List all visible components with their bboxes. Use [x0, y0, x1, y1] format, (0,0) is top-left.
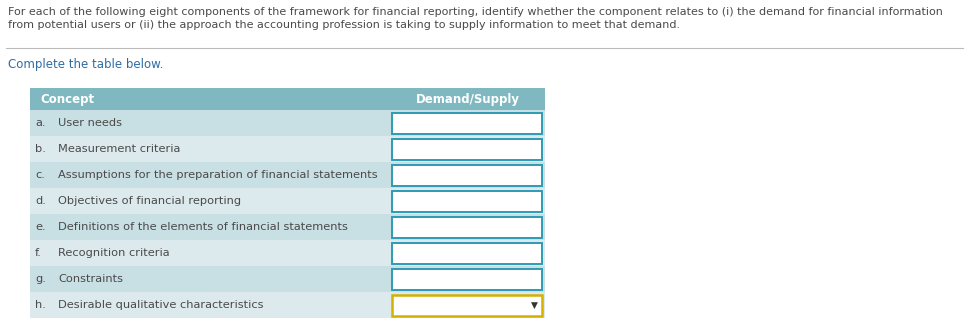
Text: a.: a. — [35, 118, 46, 128]
Text: g.: g. — [35, 274, 46, 284]
Bar — [392, 216, 543, 238]
Text: b.: b. — [35, 144, 46, 154]
Text: c.: c. — [35, 170, 45, 180]
Bar — [392, 113, 543, 133]
Text: Recognition criteria: Recognition criteria — [58, 248, 170, 258]
Text: h.: h. — [35, 300, 46, 310]
Bar — [392, 295, 543, 315]
Bar — [30, 110, 545, 136]
Text: Complete the table below.: Complete the table below. — [8, 58, 164, 71]
Bar — [30, 292, 545, 318]
Text: Concept: Concept — [40, 92, 94, 106]
Text: f.: f. — [35, 248, 42, 258]
Bar — [30, 88, 545, 110]
Bar — [392, 165, 543, 185]
Text: Definitions of the elements of financial statements: Definitions of the elements of financial… — [58, 222, 348, 232]
Bar — [392, 268, 543, 290]
Text: Desirable qualitative characteristics: Desirable qualitative characteristics — [58, 300, 264, 310]
Bar — [30, 240, 545, 266]
Text: Demand/Supply: Demand/Supply — [416, 92, 519, 106]
Text: Constraints: Constraints — [58, 274, 123, 284]
Text: User needs: User needs — [58, 118, 122, 128]
Text: For each of the following eight components of the framework for financial report: For each of the following eight componen… — [8, 7, 943, 30]
Bar — [30, 188, 545, 214]
Bar — [30, 214, 545, 240]
Text: e.: e. — [35, 222, 46, 232]
Text: Objectives of financial reporting: Objectives of financial reporting — [58, 196, 241, 206]
Bar — [30, 136, 545, 162]
Text: ▼: ▼ — [531, 301, 538, 309]
Text: Assumptions for the preparation of financial statements: Assumptions for the preparation of finan… — [58, 170, 378, 180]
Text: d.: d. — [35, 196, 46, 206]
Bar — [30, 266, 545, 292]
Bar — [30, 162, 545, 188]
Text: Measurement criteria: Measurement criteria — [58, 144, 180, 154]
Bar — [392, 191, 543, 212]
Bar — [392, 138, 543, 160]
Bar — [392, 243, 543, 263]
